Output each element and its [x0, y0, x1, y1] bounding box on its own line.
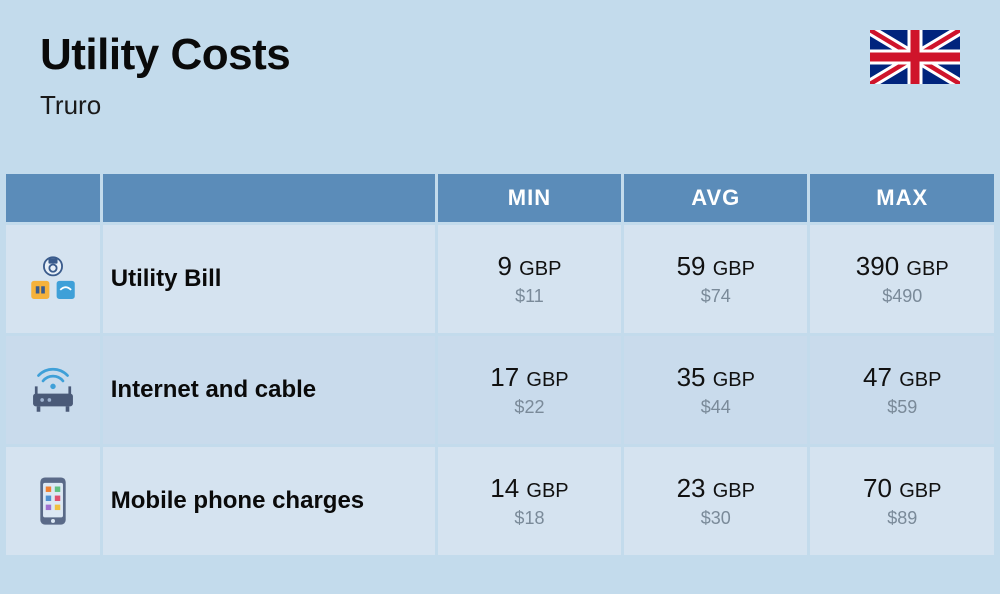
row-label: Mobile phone charges: [103, 447, 435, 555]
value-primary: 14 GBP: [438, 473, 621, 504]
cell-max: 390 GBP $490: [810, 225, 994, 333]
cell-min: 9 GBP $11: [438, 225, 621, 333]
table-row: Utility Bill 9 GBP $11 59 GBP $74 390 GB…: [6, 225, 994, 333]
cell-min: 17 GBP $22: [438, 336, 621, 444]
value-secondary: $18: [438, 508, 621, 529]
col-header-min: MIN: [438, 174, 621, 222]
row-icon-cell: [6, 225, 100, 333]
table-row: Internet and cable 17 GBP $22 35 GBP $44…: [6, 336, 994, 444]
table-row: Mobile phone charges 14 GBP $18 23 GBP $…: [6, 447, 994, 555]
value-secondary: $22: [438, 397, 621, 418]
value-primary: 70 GBP: [810, 473, 994, 504]
page-subtitle: Truro: [40, 90, 290, 121]
value-primary: 35 GBP: [624, 362, 807, 393]
cell-max: 70 GBP $89: [810, 447, 994, 555]
value-primary: 23 GBP: [624, 473, 807, 504]
row-icon-cell: [6, 336, 100, 444]
title-block: Utility Costs Truro: [40, 30, 290, 121]
cell-max: 47 GBP $59: [810, 336, 994, 444]
row-label: Utility Bill: [103, 225, 435, 333]
value-primary: 59 GBP: [624, 251, 807, 282]
uk-flag-icon: [870, 30, 960, 84]
table-header-row: MIN AVG MAX: [6, 174, 994, 222]
value-secondary: $89: [810, 508, 994, 529]
value-secondary: $74: [624, 286, 807, 307]
header: Utility Costs Truro: [0, 0, 1000, 141]
cell-min: 14 GBP $18: [438, 447, 621, 555]
value-secondary: $490: [810, 286, 994, 307]
cell-avg: 23 GBP $30: [624, 447, 807, 555]
phone-icon: [6, 472, 100, 530]
router-icon: [6, 361, 100, 419]
utility-bill-icon: [6, 250, 100, 308]
page-title: Utility Costs: [40, 30, 290, 80]
header-blank-label: [103, 174, 435, 222]
col-header-avg: AVG: [624, 174, 807, 222]
header-blank-icon: [6, 174, 100, 222]
cell-avg: 59 GBP $74: [624, 225, 807, 333]
row-icon-cell: [6, 447, 100, 555]
costs-table: MIN AVG MAX Utility Bill 9 GBP $11: [0, 171, 1000, 558]
row-label: Internet and cable: [103, 336, 435, 444]
value-primary: 9 GBP: [438, 251, 621, 282]
value-primary: 17 GBP: [438, 362, 621, 393]
value-primary: 47 GBP: [810, 362, 994, 393]
value-primary: 390 GBP: [810, 251, 994, 282]
value-secondary: $30: [624, 508, 807, 529]
value-secondary: $44: [624, 397, 807, 418]
value-secondary: $11: [438, 286, 621, 307]
cell-avg: 35 GBP $44: [624, 336, 807, 444]
value-secondary: $59: [810, 397, 994, 418]
col-header-max: MAX: [810, 174, 994, 222]
